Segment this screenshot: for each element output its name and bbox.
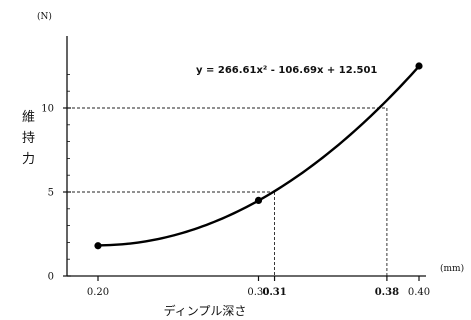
y-axis-title-char-3: 力 [22, 152, 35, 167]
y-axis-title-char-2: 持 [22, 131, 35, 146]
data-point [94, 242, 102, 250]
y-tick-label: 10 [41, 104, 54, 115]
y-unit-label: (N) [37, 11, 52, 22]
x-tick-label: 0.38 [375, 287, 399, 298]
x-ticks: 0.20 0.300.31 0.38 0.40 [87, 276, 430, 298]
guide-lines [67, 107, 388, 276]
data-point [415, 62, 423, 70]
y-tick-label: 0 [48, 272, 54, 283]
x-unit-label: (mm) [440, 263, 464, 274]
x-tick-label: 0.20 [87, 287, 109, 298]
x-tick-label: 0.31 [262, 287, 286, 298]
y-tick-label: 5 [48, 188, 54, 199]
x-tick-label: 0.30 [247, 287, 269, 298]
y-axis-title-char-1: 維 [22, 110, 35, 125]
x-tick-label: 0.40 [408, 287, 430, 298]
y-ticks: 0 5 10 [41, 74, 71, 283]
fitted-curve [97, 65, 420, 247]
data-points [94, 62, 423, 250]
trendline-equation: y = 266.61x² - 106.69x + 12.501 [196, 65, 377, 76]
x-axis-title: ディンプル深さ [164, 303, 247, 318]
data-point [254, 196, 263, 204]
